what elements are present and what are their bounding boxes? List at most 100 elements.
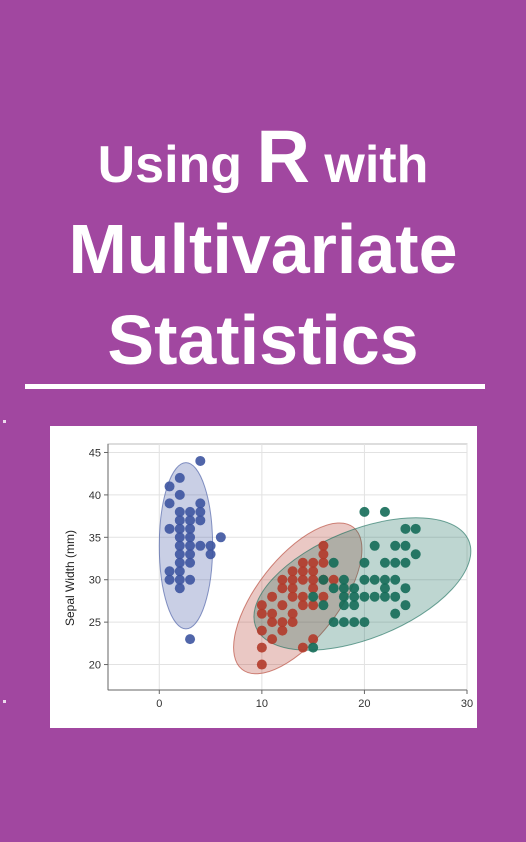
data-point-series-2	[277, 625, 288, 636]
data-point-series-1	[174, 540, 185, 551]
data-point-series-3	[359, 574, 370, 585]
data-point-series-1	[174, 566, 185, 577]
data-point-series-1	[164, 574, 175, 585]
x-tick-label: 10	[256, 698, 268, 710]
data-point-series-3	[318, 574, 329, 585]
data-point-series-1	[174, 549, 185, 560]
data-point-series-3	[328, 557, 339, 568]
data-point-series-2	[308, 600, 319, 611]
data-point-series-3	[308, 591, 319, 602]
data-point-series-3	[349, 591, 360, 602]
data-point-series-1	[164, 498, 175, 509]
data-point-series-2	[308, 566, 319, 577]
data-point-series-1	[185, 549, 196, 560]
y-tick-label: 20	[89, 660, 101, 672]
title-word-using: Using	[97, 136, 243, 194]
data-point-series-1	[164, 481, 175, 492]
data-point-series-2	[287, 583, 298, 594]
data-point-series-3	[390, 574, 401, 585]
data-point-series-2	[318, 557, 329, 568]
data-point-series-2	[256, 608, 267, 619]
data-point-series-1	[185, 574, 196, 585]
data-point-series-3	[318, 600, 329, 611]
data-point-series-1	[185, 634, 196, 645]
y-tick-label: 35	[89, 532, 101, 544]
data-point-series-1	[174, 472, 185, 483]
data-point-series-1	[195, 455, 206, 466]
data-point-series-1	[174, 489, 185, 500]
data-point-series-2	[318, 591, 329, 602]
data-point-series-2	[287, 591, 298, 602]
data-point-series-2	[267, 617, 278, 628]
data-point-series-3	[400, 523, 411, 534]
data-point-series-1	[174, 506, 185, 517]
data-point-series-3	[338, 617, 349, 628]
y-axis-label: Sepal Width (mm)	[63, 530, 77, 626]
data-point-series-2	[256, 625, 267, 636]
data-point-series-3	[410, 549, 421, 560]
data-point-series-2	[277, 583, 288, 594]
data-point-series-2	[297, 591, 308, 602]
data-point-series-1	[195, 506, 206, 517]
data-point-series-3	[400, 583, 411, 594]
data-point-series-2	[308, 574, 319, 585]
axes: 0 10 20 30 20 25 30 35 40 45	[89, 444, 473, 710]
data-point-series-2	[267, 634, 278, 645]
data-point-series-1	[164, 523, 175, 534]
data-point-series-3	[379, 506, 390, 517]
data-point-series-1	[195, 515, 206, 526]
data-point-series-2	[297, 557, 308, 568]
data-point-series-3	[338, 591, 349, 602]
data-point-series-3	[349, 583, 360, 594]
data-point-series-2	[287, 566, 298, 577]
data-point-series-2	[308, 634, 319, 645]
y-tick-label: 40	[89, 490, 101, 502]
data-point-series-2	[287, 608, 298, 619]
x-tick-label: 0	[156, 698, 162, 710]
data-point-series-3	[349, 600, 360, 611]
y-tick-label: 25	[89, 617, 101, 629]
data-point-series-2	[277, 574, 288, 585]
data-point-series-3	[379, 591, 390, 602]
title-line-2: Multivariate	[68, 210, 458, 288]
data-point-series-1	[174, 523, 185, 534]
data-point-series-1	[164, 566, 175, 577]
data-point-series-1	[174, 557, 185, 568]
data-point-series-3	[390, 557, 401, 568]
x-tick-label: 30	[461, 698, 473, 710]
data-point-series-3	[359, 506, 370, 517]
data-point-series-2	[297, 642, 308, 653]
data-point-series-3	[410, 523, 421, 534]
edge-mark-top	[3, 420, 6, 423]
data-point-series-2	[277, 617, 288, 628]
data-point-series-1	[174, 532, 185, 543]
data-point-series-2	[308, 557, 319, 568]
data-point-series-3	[359, 617, 370, 628]
data-point-series-1	[195, 498, 206, 509]
data-point-series-1	[185, 506, 196, 517]
data-point-series-3	[379, 574, 390, 585]
x-tick-label: 20	[358, 698, 370, 710]
data-point-series-2	[308, 583, 319, 594]
data-point-series-2	[256, 659, 267, 670]
data-point-series-3	[369, 574, 380, 585]
data-point-series-2	[318, 549, 329, 560]
data-point-series-3	[359, 557, 370, 568]
data-point-series-3	[349, 617, 360, 628]
data-point-series-3	[338, 583, 349, 594]
data-point-series-2	[297, 600, 308, 611]
data-point-series-3	[338, 600, 349, 611]
data-point-series-1	[174, 515, 185, 526]
data-point-series-1	[215, 532, 226, 543]
data-point-series-1	[185, 540, 196, 551]
data-point-series-3	[379, 583, 390, 594]
data-point-series-3	[328, 583, 339, 594]
data-point-series-3	[390, 608, 401, 619]
data-point-series-2	[318, 540, 329, 551]
data-point-series-2	[256, 600, 267, 611]
data-point-series-1	[185, 532, 196, 543]
data-point-series-1	[185, 523, 196, 534]
title-word-r: R	[256, 115, 310, 198]
data-point-series-2	[328, 574, 339, 585]
data-point-series-1	[174, 574, 185, 585]
